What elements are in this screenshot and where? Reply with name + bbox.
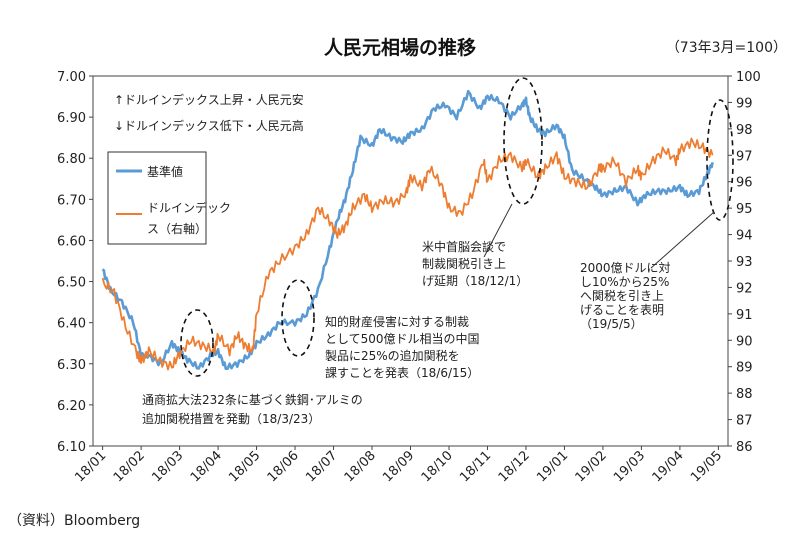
left-tick-label: 6.90 [57,111,86,126]
left-tick-label: 6.30 [57,358,86,373]
x-axis: 18/01 18/02 18/03 18/04 18/05 18/06 18/07 18/08… [72,446,725,485]
annotation-ip: 知的財産侵害に対する制裁 として500億ドル相当の中国 製品に25%の追加関税を… [325,314,483,380]
x-tick-label: 18/09 [380,448,417,485]
x-tick-label: 19/02 [573,448,610,485]
series-layer [101,89,714,371]
right-tick-label: 99 [736,96,753,111]
right-tick-label: 86 [736,440,753,455]
right-tick-label: 95 [736,202,753,217]
x-tick-label: 18/06 [265,448,302,485]
highlight-ellipse-4 [706,99,734,221]
legend: 基準値 ドルインデック ス（右軸） [107,151,231,245]
right-tick-label: 87 [736,414,753,429]
left-tick-label: 6.80 [57,152,86,167]
highlight-ellipse-2 [281,279,315,357]
right-tick-label: 96 [736,176,753,191]
right-tick-label: 92 [736,281,753,296]
right-tick-label: 89 [736,361,753,376]
note-up: ↑ドルインデックス上昇・人民元安 [114,92,304,107]
annotation-232: 通商拡大法232条に基づく鉄鋼･アルミの 追加関税措置を発動（18/3/23） [142,392,367,426]
annotation-summit-leader [483,203,513,258]
left-tick-label: 6.70 [57,193,86,208]
x-tick-label: 18/10 [419,448,456,485]
x-tick-label: 18/03 [149,448,186,485]
annotation-summit: 米中首脳会談で 制裁関税引き上 げ延期（18/12/1） [422,239,528,288]
right-tick-label: 93 [736,255,753,270]
highlight-ellipses [180,77,734,377]
left-tick-label: 6.50 [57,276,86,291]
legend-box [107,151,207,245]
left-tick-label: 6.40 [57,317,86,332]
x-tick-label: 18/02 [111,448,148,485]
right-tick-label: 90 [736,334,753,349]
x-tick-label: 18/12 [496,448,533,485]
highlight-ellipse-3 [503,77,543,205]
source-note: （資料）Bloomberg [8,513,140,529]
right-axis: 86 87 88 89 90 91 92 93 94 95 96 97 98 99 100 [728,70,761,455]
right-tick-label: 98 [736,123,753,138]
chart-subtitle: （73年3月=100） [666,40,787,56]
series-line-dollar-index [101,137,714,371]
legend-label-dollar-1: ドルインデック [147,200,231,215]
x-tick-label: 18/05 [226,448,263,485]
x-tick-label: 19/03 [611,448,648,485]
chart-title: 人民元相場の推移 [324,36,476,59]
x-tick-label: 19/04 [650,448,687,485]
legend-label-dollar-2: ス（右軸） [147,221,207,236]
x-tick-label: 18/11 [457,448,494,485]
left-tick-label: 6.20 [57,399,86,414]
left-axis: 6.10 6.20 6.30 6.40 6.50 6.60 6.70 6.80 6.90 7.00 [57,70,93,455]
highlight-ellipse-1 [180,309,214,377]
right-tick-label: 94 [736,229,753,244]
x-tick-label: 18/07 [303,448,340,485]
right-tick-label: 100 [736,70,761,85]
right-tick-label: 91 [736,308,753,323]
series-line-central-parity [101,89,714,371]
legend-label-rate: 基準値 [147,164,183,179]
right-tick-label: 97 [736,149,753,164]
x-tick-label: 18/08 [342,448,379,485]
left-tick-label: 6.10 [57,440,86,455]
x-tick-label: 19/05 [688,448,725,485]
x-tick-label: 18/04 [188,448,225,485]
annotation-may: 2000億ドルに対 し10%から25% へ関税を引き上 げることを表明 （19/… [580,261,674,331]
x-tick-label: 19/01 [534,448,571,485]
annotation-may-leader [650,211,715,269]
left-tick-label: 7.00 [57,70,86,85]
note-down: ↓ドルインデックス低下・人民元高 [114,118,304,133]
left-tick-label: 6.60 [57,234,86,249]
right-tick-label: 88 [736,387,753,402]
